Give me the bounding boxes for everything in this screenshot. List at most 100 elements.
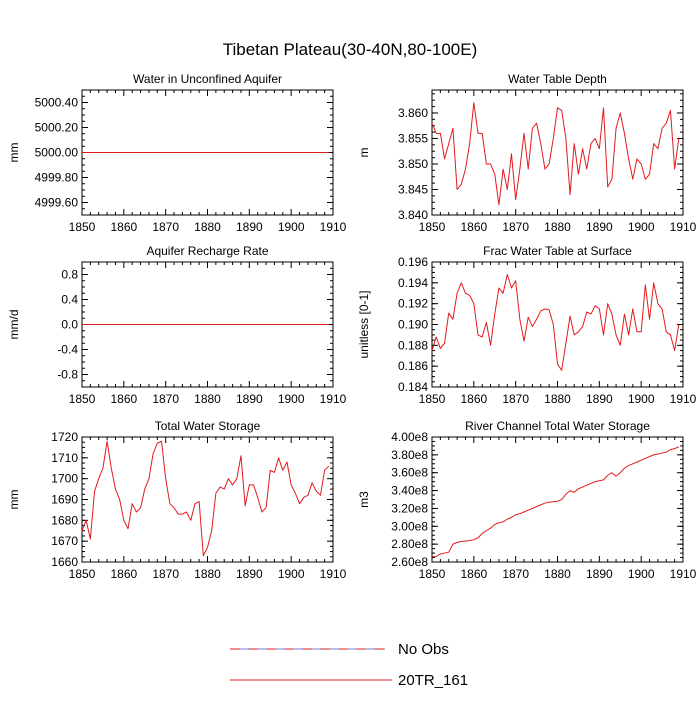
y-tick-label: 1670 (51, 534, 78, 548)
x-tick-label: 1860 (110, 220, 137, 234)
x-tick-label: 1870 (152, 567, 179, 581)
panel-5: Total Water Storage mm 1850 1860 1870 1880 189… (7, 419, 347, 581)
y-tick-label: 2.60e8 (391, 555, 428, 569)
y-tick-label: -0.8 (57, 368, 78, 382)
x-tick-label: 1890 (236, 392, 263, 406)
y-tick-label: -0.4 (57, 343, 78, 357)
y-tick-label: 0.190 (398, 318, 428, 332)
x-tick-label: 1900 (278, 567, 305, 581)
y-tick-label: 2.80e8 (391, 537, 428, 551)
x-tick-label: 1870 (152, 220, 179, 234)
x-tick-label: 1880 (194, 392, 221, 406)
panels: Water in Unconfined Aquifer mm 1850 1860 187… (7, 72, 697, 581)
x-tick-label: 1910 (670, 567, 697, 581)
x-tick-label: 1900 (278, 220, 305, 234)
y-tick-label: 3.850 (398, 157, 428, 171)
series-line-20tr-161 (81, 440, 330, 557)
y-tick-label: 3.00e8 (391, 519, 428, 533)
y-tick-label: 1680 (51, 513, 78, 527)
x-tick-label: 1910 (320, 392, 347, 406)
y-tick-label: 1720 (51, 430, 78, 444)
y-tick-label: 0.186 (398, 359, 428, 373)
y-tick-label: 5000.20 (35, 121, 79, 135)
y-tick-label: 0.194 (398, 276, 428, 290)
x-tick-label: 1860 (460, 220, 487, 234)
x-tick-label: 1880 (194, 220, 221, 234)
x-tick-label: 1910 (320, 220, 347, 234)
panel-title: Total Water Storage (155, 419, 261, 433)
panel-title: Frac Water Table at Surface (483, 244, 632, 258)
x-tick-label: 1890 (236, 220, 263, 234)
x-tick-label: 1850 (419, 220, 446, 234)
x-tick-label: 1880 (194, 567, 221, 581)
y-tick-label: 4.00e8 (391, 430, 428, 444)
y-tick-label: 1700 (51, 472, 78, 486)
panel-3: Aquifer Recharge Rate mm/d 1850 1860 1870 188… (7, 244, 347, 406)
x-tick-label: 1850 (69, 567, 96, 581)
x-tick-label: 1850 (69, 392, 96, 406)
y-axis-label: mm/d (7, 310, 21, 340)
x-tick-label: 1850 (419, 567, 446, 581)
x-tick-label: 1850 (69, 220, 96, 234)
y-tick-label: 0.4 (61, 293, 78, 307)
y-tick-label: 4999.60 (35, 196, 79, 210)
y-tick-label: 3.855 (398, 131, 428, 145)
x-tick-label: 1860 (460, 392, 487, 406)
x-tick-label: 1870 (502, 392, 529, 406)
y-tick-label: 3.80e8 (391, 448, 428, 462)
y-tick-label: 3.845 (398, 182, 428, 196)
plot-frame (431, 436, 684, 563)
y-tick-label: 5000.00 (35, 146, 79, 160)
y-tick-label: 0.184 (398, 380, 428, 394)
y-tick-label: 0.0 (61, 318, 78, 332)
y-tick-label: 1710 (51, 451, 78, 465)
y-tick-label: 1690 (51, 493, 78, 507)
x-tick-label: 1880 (544, 220, 571, 234)
y-tick-label: 0.196 (398, 255, 428, 269)
panel-title: River Channel Total Water Storage (465, 419, 650, 433)
x-tick-label: 1900 (628, 220, 655, 234)
y-tick-label: 4999.80 (35, 171, 79, 185)
x-tick-label: 1890 (236, 567, 263, 581)
legend-label-no-obs: No Obs (398, 641, 449, 658)
y-tick-label: 0.192 (398, 297, 428, 311)
x-tick-label: 1890 (586, 392, 613, 406)
x-tick-label: 1890 (586, 567, 613, 581)
y-tick-label: 0.188 (398, 338, 428, 352)
y-axis-label: mm (7, 143, 21, 163)
x-tick-label: 1890 (586, 220, 613, 234)
series-line-20tr-161 (431, 102, 680, 206)
panel-6: River Channel Total Water Storage m3 1850 1… (357, 419, 697, 581)
x-tick-label: 1880 (544, 392, 571, 406)
x-tick-label: 1870 (502, 567, 529, 581)
y-tick-label: 3.40e8 (391, 484, 428, 498)
panel-title: Water in Unconfined Aquifer (133, 72, 282, 86)
series-line-20tr-161 (432, 446, 680, 558)
panel-2: Water Table Depth m 1850 1860 1870 1880 1890 19… (357, 72, 697, 234)
x-tick-label: 1870 (502, 220, 529, 234)
y-tick-label: 5000.40 (35, 96, 79, 110)
legend: No Obs 20TR_161 (230, 641, 468, 689)
plot-frame (431, 261, 684, 388)
y-tick-label: 3.860 (398, 106, 428, 120)
x-tick-label: 1900 (278, 392, 305, 406)
x-tick-label: 1860 (460, 567, 487, 581)
y-axis-label: m (357, 148, 371, 158)
x-tick-label: 1850 (419, 392, 446, 406)
x-tick-label: 1860 (110, 392, 137, 406)
x-tick-label: 1900 (628, 567, 655, 581)
legend-label-20tr-161: 20TR_161 (398, 672, 468, 689)
series-line-20tr-161 (431, 274, 680, 371)
x-tick-label: 1900 (628, 392, 655, 406)
y-tick-label: 3.840 (398, 208, 428, 222)
x-tick-label: 1860 (110, 567, 137, 581)
x-tick-label: 1880 (544, 567, 571, 581)
figure-title: Tibetan Plateau(30-40N,80-100E) (223, 40, 478, 59)
y-axis-label: m3 (357, 491, 371, 508)
panel-title: Aquifer Recharge Rate (146, 244, 268, 258)
x-tick-label: 1910 (670, 220, 697, 234)
y-axis-label: mm (7, 490, 21, 510)
x-tick-label: 1910 (670, 392, 697, 406)
panel-title: Water Table Depth (508, 72, 607, 86)
